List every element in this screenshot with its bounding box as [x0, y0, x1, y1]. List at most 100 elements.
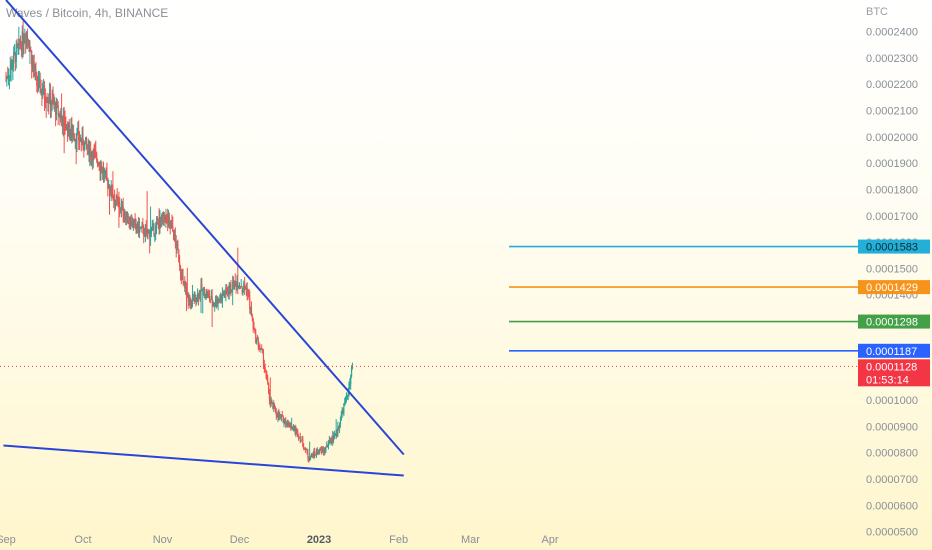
- candle: [151, 220, 153, 232]
- candle: [6, 75, 8, 87]
- candles: [5, 20, 354, 463]
- candle: [280, 414, 283, 422]
- y-tick-label: 0.0001700: [866, 211, 918, 223]
- candle-body: [77, 130, 79, 133]
- candle-body: [144, 228, 147, 237]
- candle-body: [85, 137, 88, 145]
- last-price-value: 0.0001128: [866, 361, 917, 373]
- candle: [293, 425, 295, 432]
- candle-body: [114, 201, 117, 204]
- candle-body: [142, 225, 144, 227]
- candle-body: [309, 457, 312, 460]
- candle: [170, 219, 172, 230]
- candle-body: [207, 294, 209, 298]
- candle-body: [284, 419, 286, 421]
- candle-body: [215, 298, 218, 305]
- candle: [214, 295, 217, 308]
- candle-body: [141, 225, 143, 228]
- candle: [22, 20, 24, 58]
- candle: [339, 416, 342, 428]
- candle-body: [350, 367, 353, 377]
- candle-body: [256, 339, 259, 341]
- candle-body: [42, 93, 44, 95]
- candle: [111, 184, 113, 198]
- candle: [46, 93, 48, 103]
- candle-body: [307, 452, 309, 458]
- candle: [31, 50, 33, 79]
- candle: [172, 216, 174, 233]
- candle: [147, 228, 149, 240]
- candle: [250, 301, 253, 317]
- candle-body: [172, 225, 174, 232]
- candle: [184, 276, 186, 293]
- candle-body: [220, 295, 222, 300]
- candle-body: [292, 428, 294, 430]
- candle-body: [208, 295, 211, 300]
- candle-body: [157, 223, 159, 225]
- candle: [50, 100, 52, 118]
- candle-body: [5, 78, 7, 80]
- candle-body: [13, 52, 16, 54]
- candle: [323, 447, 325, 456]
- candle: [306, 449, 308, 455]
- candle-body: [139, 226, 141, 228]
- candle-body: [223, 293, 225, 296]
- candle-body: [171, 225, 173, 227]
- candle-body: [226, 291, 229, 293]
- candle: [258, 342, 260, 352]
- candle: [220, 293, 223, 304]
- candle: [193, 291, 195, 305]
- candle-body: [61, 118, 64, 127]
- candle: [207, 290, 209, 298]
- candle-body: [8, 75, 11, 77]
- candle-body: [267, 379, 269, 384]
- candle: [244, 285, 247, 290]
- candle: [92, 148, 94, 169]
- candle: [214, 302, 216, 312]
- candle-body: [138, 226, 141, 233]
- candle: [247, 289, 249, 300]
- candle-body: [262, 349, 264, 351]
- candle-body: [342, 412, 344, 414]
- candle: [295, 425, 297, 438]
- candle: [164, 215, 166, 223]
- candle-body: [62, 115, 64, 127]
- candle-body: [119, 202, 121, 209]
- candle-body: [57, 105, 59, 116]
- candle: [349, 378, 351, 390]
- candle: [208, 289, 210, 299]
- candle: [149, 206, 152, 246]
- candle: [187, 291, 189, 309]
- candle: [76, 127, 78, 153]
- candle: [291, 417, 293, 430]
- candle: [19, 35, 22, 50]
- x-tick-label: Mar: [461, 534, 480, 546]
- candle-body: [67, 122, 70, 136]
- candle-body: [229, 284, 231, 291]
- candle-body: [248, 294, 250, 298]
- candle: [163, 212, 165, 227]
- candle-body: [13, 52, 15, 64]
- candle: [134, 213, 136, 230]
- candle: [292, 424, 294, 432]
- candle: [196, 288, 199, 302]
- candle: [148, 229, 150, 234]
- candle-body: [180, 272, 182, 280]
- candle-body: [120, 208, 122, 211]
- price-labels: 0.00015830.00014290.00012980.00011870.00…: [858, 239, 930, 387]
- trendlines[interactable]: [3, 0, 405, 477]
- y-tick-label: 0.0002200: [866, 79, 918, 91]
- candle-body: [149, 233, 152, 238]
- candle: [212, 300, 214, 307]
- candle-body: [69, 132, 71, 136]
- candle-body: [56, 103, 58, 106]
- candle-body: [308, 457, 310, 461]
- candle: [37, 70, 40, 92]
- candle-body: [173, 234, 176, 240]
- candle: [346, 394, 348, 400]
- candle: [205, 288, 207, 301]
- candle-body: [309, 459, 311, 461]
- candle: [102, 161, 105, 183]
- candle: [303, 443, 305, 451]
